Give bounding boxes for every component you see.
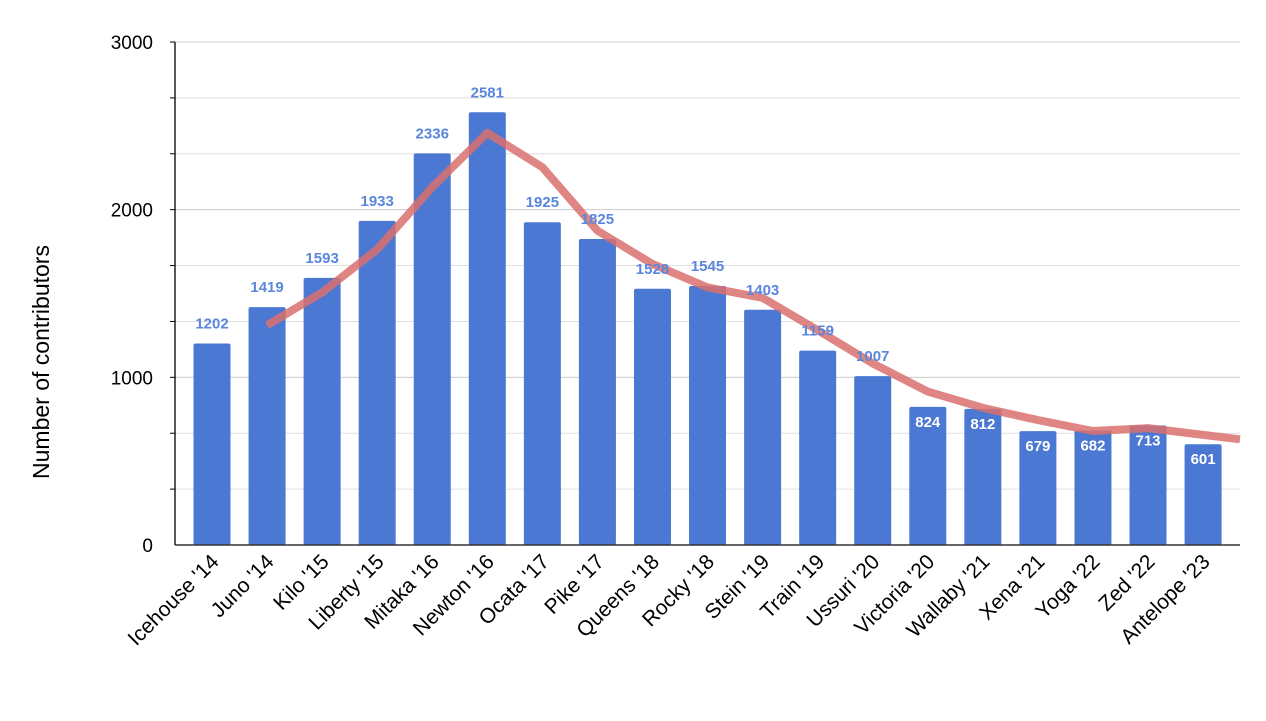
data-label: 601 xyxy=(1191,451,1216,468)
data-label: 1825 xyxy=(581,211,614,228)
y-tick-label: 2000 xyxy=(111,201,153,222)
bar xyxy=(578,239,616,545)
data-label: 1925 xyxy=(526,194,559,211)
trend-line xyxy=(265,128,1241,444)
bar xyxy=(1074,430,1112,545)
data-label: 812 xyxy=(970,416,995,433)
bar xyxy=(633,288,671,545)
bar xyxy=(193,343,231,545)
data-label: 1528 xyxy=(636,261,669,278)
bar xyxy=(909,406,947,545)
x-tick-label: Icehouse '14 xyxy=(124,550,224,650)
y-axis-title: Number of contributors xyxy=(28,245,54,479)
gridlines xyxy=(175,41,1240,490)
bar xyxy=(523,222,561,545)
data-label: 1933 xyxy=(360,193,393,210)
data-label: 682 xyxy=(1080,438,1105,455)
data-label: 824 xyxy=(915,414,941,431)
bar xyxy=(799,350,837,545)
data-label: 1419 xyxy=(250,279,283,296)
bar xyxy=(964,408,1002,545)
data-label: 713 xyxy=(1136,432,1161,449)
bar xyxy=(689,285,727,545)
bars xyxy=(193,112,1222,546)
data-label: 2336 xyxy=(416,125,449,142)
data-label: 679 xyxy=(1025,438,1050,455)
bar xyxy=(1019,431,1057,545)
bar xyxy=(468,112,506,546)
y-tick-label: 0 xyxy=(142,536,153,557)
data-label: 1545 xyxy=(691,258,724,275)
trend-line-group xyxy=(265,128,1241,444)
data-label: 1593 xyxy=(305,250,338,267)
data-labels: 1202 1419 1593 1933 2336 2581 1925 1825 1528 1545… xyxy=(195,84,1215,468)
bar xyxy=(1129,425,1167,545)
bar xyxy=(413,153,451,545)
data-label: 1202 xyxy=(195,315,228,332)
y-tick-label: 3000 xyxy=(111,33,153,54)
bar xyxy=(1184,444,1222,545)
bar xyxy=(248,307,286,545)
bar xyxy=(303,277,341,545)
data-label: 1159 xyxy=(801,323,834,340)
bar xyxy=(744,309,782,545)
bar xyxy=(854,376,892,545)
data-label: 2581 xyxy=(471,84,504,101)
data-label: 1007 xyxy=(856,348,889,365)
bar xyxy=(358,220,396,545)
data-label: 1403 xyxy=(746,282,779,299)
y-tick-label: 1000 xyxy=(111,368,153,389)
